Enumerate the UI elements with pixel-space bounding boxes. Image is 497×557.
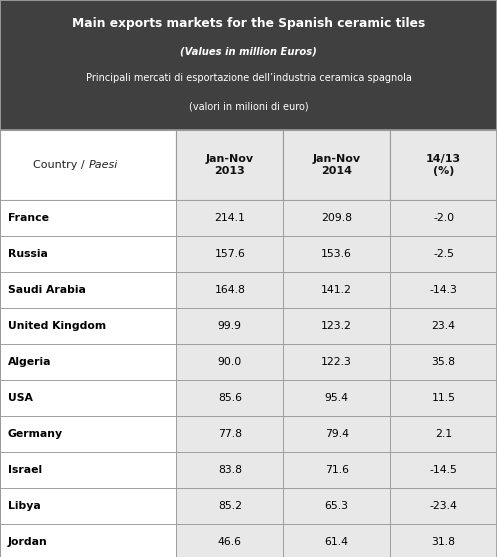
Bar [390,452,497,488]
Bar [390,130,497,200]
Text: 77.8: 77.8 [218,429,242,439]
Text: (valori in milioni di euro): (valori in milioni di euro) [189,101,308,111]
Bar [390,272,497,308]
Text: 214.1: 214.1 [214,213,246,223]
Text: Jan-Nov
2013: Jan-Nov 2013 [206,154,254,176]
Bar [0,236,176,272]
Bar [176,380,283,416]
Text: 2.1: 2.1 [435,429,452,439]
Bar [176,200,283,236]
Bar [0,200,176,236]
Bar [0,0,497,130]
Bar [176,524,283,557]
Bar [283,488,390,524]
Bar [283,524,390,557]
Text: 85.2: 85.2 [218,501,242,511]
Text: Jordan: Jordan [8,537,48,547]
Text: 122.3: 122.3 [321,357,352,367]
Bar [0,524,176,557]
Bar [390,416,497,452]
Text: 46.6: 46.6 [218,537,242,547]
Text: 11.5: 11.5 [431,393,456,403]
Text: -2.0: -2.0 [433,213,454,223]
Bar [176,130,283,200]
Text: (Values in million Euros): (Values in million Euros) [180,47,317,57]
Bar [0,308,176,344]
Text: Country /: Country / [33,160,88,170]
Text: Principali mercati di esportazione dell’industria ceramica spagnola: Principali mercati di esportazione dell’… [85,73,412,83]
Text: Paesi: Paesi [88,160,118,170]
Text: 90.0: 90.0 [218,357,242,367]
Text: Libya: Libya [8,501,41,511]
Bar [0,452,176,488]
Text: 85.6: 85.6 [218,393,242,403]
Bar [176,344,283,380]
Text: -14.3: -14.3 [429,285,458,295]
Bar [283,272,390,308]
Bar [176,488,283,524]
Text: 35.8: 35.8 [431,357,456,367]
Text: 209.8: 209.8 [321,213,352,223]
Bar [283,236,390,272]
Text: USA: USA [8,393,33,403]
Bar [390,200,497,236]
Bar [0,488,176,524]
Text: -2.5: -2.5 [433,249,454,259]
Bar [283,130,390,200]
Bar [283,344,390,380]
Text: 71.6: 71.6 [325,465,349,475]
Text: Israel: Israel [8,465,42,475]
Bar [283,308,390,344]
Bar [176,272,283,308]
Bar [390,488,497,524]
Text: Main exports markets for the Spanish ceramic tiles: Main exports markets for the Spanish cer… [72,17,425,30]
Bar [390,236,497,272]
Bar [176,452,283,488]
Bar [390,344,497,380]
Text: 31.8: 31.8 [431,537,456,547]
Text: 14/13
(%): 14/13 (%) [426,154,461,176]
Text: Algeria: Algeria [8,357,52,367]
Bar [176,416,283,452]
Text: Germany: Germany [8,429,63,439]
Text: 83.8: 83.8 [218,465,242,475]
Bar [0,130,176,200]
Bar [0,344,176,380]
Bar [283,416,390,452]
Text: Saudi Arabia: Saudi Arabia [8,285,86,295]
Text: United Kingdom: United Kingdom [8,321,106,331]
Bar [0,416,176,452]
Text: 79.4: 79.4 [325,429,349,439]
Bar [390,380,497,416]
Text: -23.4: -23.4 [429,501,458,511]
Text: 153.6: 153.6 [321,249,352,259]
Bar [176,308,283,344]
Text: 65.3: 65.3 [325,501,349,511]
Text: 23.4: 23.4 [431,321,456,331]
Bar [390,524,497,557]
Bar [283,452,390,488]
Text: France: France [8,213,49,223]
Text: Jan-Nov
2014: Jan-Nov 2014 [313,154,361,176]
Bar [0,272,176,308]
Text: 61.4: 61.4 [325,537,349,547]
Text: 123.2: 123.2 [321,321,352,331]
Text: 95.4: 95.4 [325,393,349,403]
Text: 157.6: 157.6 [214,249,246,259]
Text: Russia: Russia [8,249,48,259]
Bar [0,380,176,416]
Text: -14.5: -14.5 [429,465,458,475]
Text: 99.9: 99.9 [218,321,242,331]
Text: 164.8: 164.8 [214,285,246,295]
Text: 141.2: 141.2 [321,285,352,295]
Bar [283,200,390,236]
Bar [283,380,390,416]
Bar [176,236,283,272]
Bar [390,308,497,344]
